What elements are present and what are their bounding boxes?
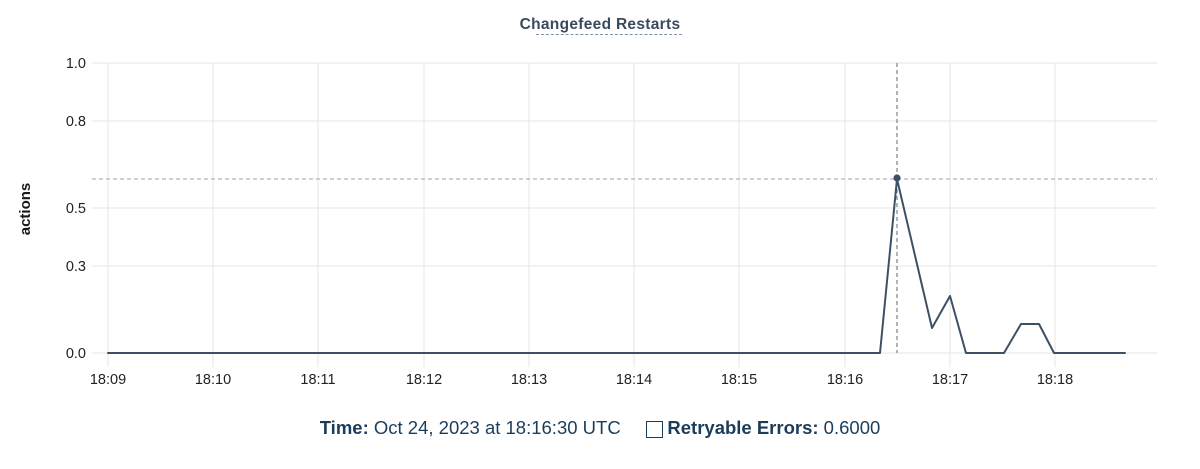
svg-text:1.0: 1.0 [66,56,86,72]
svg-text:18:11: 18:11 [300,372,335,388]
svg-text:18:17: 18:17 [932,372,968,388]
svg-text:18:13: 18:13 [511,372,547,388]
svg-text:18:16: 18:16 [827,372,863,388]
svg-text:0.3: 0.3 [66,259,86,275]
svg-text:18:14: 18:14 [616,372,652,388]
svg-text:18:15: 18:15 [721,372,757,388]
svg-text:18:09: 18:09 [90,372,126,388]
svg-text:0.8: 0.8 [66,114,86,130]
svg-text:0.5: 0.5 [66,201,86,217]
svg-text:actions: actions [17,183,34,236]
svg-text:18:10: 18:10 [195,372,231,388]
svg-text:0.0: 0.0 [66,346,86,362]
svg-text:18:12: 18:12 [406,372,442,388]
svg-text:18:18: 18:18 [1037,372,1073,388]
